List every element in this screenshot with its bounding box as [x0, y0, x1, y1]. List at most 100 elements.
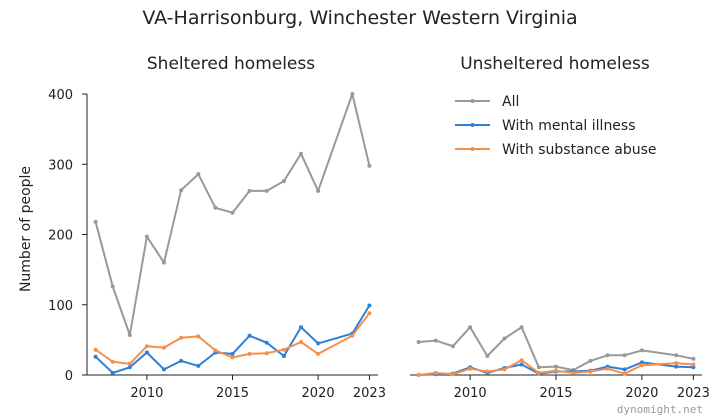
sheltered-point-all-2012	[179, 188, 184, 193]
unsheltered-point-with-substance-abuse-2011	[485, 369, 490, 374]
unsheltered-point-with-substance-abuse-2019	[622, 371, 627, 376]
unsheltered-point-all-2010	[468, 325, 473, 330]
sheltered-point-with-mental-illness-2017	[264, 340, 269, 345]
sheltered-point-with-mental-illness-2008	[110, 370, 115, 375]
unsheltered-x-tick-label-2023: 2023	[677, 386, 710, 401]
unsheltered-point-with-substance-abuse-2008	[433, 370, 438, 375]
sheltered-point-all-2008	[110, 284, 115, 289]
sheltered-x-tick-label-2023: 2023	[353, 386, 386, 401]
unsheltered-point-with-substance-abuse-2014	[536, 370, 541, 375]
unsheltered-line-all	[418, 326, 694, 372]
sheltered-point-with-substance-abuse-2014	[213, 348, 218, 353]
legend-label-substance-abuse: With substance abuse	[502, 142, 657, 158]
sheltered-point-with-mental-illness-2023	[367, 303, 372, 308]
unsheltered-point-with-substance-abuse-2015	[554, 368, 558, 373]
unsheltered-point-all-2012	[502, 336, 507, 341]
sheltered-x-tick-label-2020: 2020	[302, 386, 335, 401]
sheltered-point-all-2015	[230, 210, 235, 215]
sheltered-point-all-2020	[316, 188, 321, 193]
unsheltered-point-with-mental-illness-2019	[622, 367, 627, 372]
unsheltered-point-with-mental-illness-2023	[691, 365, 696, 370]
unsheltered-point-all-2015	[554, 364, 558, 369]
sheltered-point-with-substance-abuse-2016	[247, 351, 252, 356]
sheltered-point-all-2011	[162, 260, 166, 265]
unsheltered-point-all-2018	[605, 353, 610, 358]
sheltered-series-group	[93, 92, 372, 375]
sheltered-point-with-substance-abuse-2019	[299, 340, 303, 344]
sheltered-y-tick-label-200: 200	[48, 229, 73, 244]
sheltered-point-with-substance-abuse-2013	[196, 334, 201, 339]
sheltered-point-with-mental-illness-2016	[247, 333, 252, 338]
sheltered-point-with-mental-illness-2013	[196, 363, 201, 368]
unsheltered-point-with-mental-illness-2013	[519, 362, 524, 367]
sheltered-y-tick-label-100: 100	[48, 299, 73, 314]
legend-item-substance-abuse: With substance abuse	[455, 142, 657, 158]
unsheltered-point-with-substance-abuse-2012	[502, 367, 507, 372]
sheltered-y-tick-label-400: 400	[48, 88, 73, 103]
sheltered-point-with-substance-abuse-2017	[264, 351, 269, 356]
unsheltered-point-with-substance-abuse-2016	[571, 370, 576, 375]
sheltered-point-all-2016	[247, 188, 252, 193]
sheltered-point-with-mental-illness-2009	[127, 365, 132, 370]
sheltered-series-with-substance-abuse	[93, 311, 372, 366]
unsheltered-point-all-2011	[485, 354, 490, 358]
sheltered-point-with-mental-illness-2019	[299, 325, 303, 330]
unsheltered-line-with-substance-abuse	[418, 359, 694, 376]
unsheltered-series-group	[416, 325, 696, 377]
sheltered-point-with-substance-abuse-2011	[162, 345, 166, 350]
sheltered-point-all-2010	[144, 234, 149, 239]
legend-label-all: All	[502, 94, 519, 110]
sheltered-point-with-substance-abuse-2020	[316, 351, 321, 356]
unsheltered-point-with-substance-abuse-2007	[416, 373, 421, 377]
sheltered-point-with-substance-abuse-2007	[93, 347, 98, 352]
sheltered-point-with-mental-illness-2020	[316, 341, 321, 346]
sheltered-point-with-substance-abuse-2009	[127, 361, 132, 366]
sheltered-point-all-2009	[127, 333, 132, 337]
sheltered-panel-title: Sheltered homeless	[147, 54, 315, 74]
sheltered-x-tick-label-2015: 2015	[216, 386, 249, 401]
sheltered-point-all-2023	[367, 163, 372, 168]
sheltered-point-all-2019	[299, 151, 303, 156]
y-axis-label: Number of people	[18, 166, 34, 292]
unsheltered-x-tick-label-2015: 2015	[539, 386, 572, 401]
unsheltered-point-all-2023	[691, 356, 696, 361]
unsheltered-point-all-2007	[416, 340, 421, 344]
sheltered-line-with-mental-illness	[94, 304, 371, 374]
sheltered-point-with-mental-illness-2007	[93, 354, 98, 359]
legend: All With mental illness With substance a…	[455, 94, 657, 158]
sheltered-line-all	[94, 93, 371, 336]
unsheltered-point-with-substance-abuse-2022	[674, 361, 679, 366]
sheltered-point-with-substance-abuse-2018	[281, 347, 286, 352]
unsheltered-point-with-substance-abuse-2018	[605, 366, 610, 371]
unsheltered-point-with-substance-abuse-2017	[588, 369, 593, 374]
sheltered-x-tick-label-2010: 2010	[130, 386, 163, 401]
sheltered-point-all-2018	[281, 179, 286, 184]
unsheltered-point-with-substance-abuse-2009	[450, 372, 455, 377]
legend-item-all: All	[455, 94, 519, 110]
sheltered-series-with-mental-illness	[93, 303, 372, 375]
unsheltered-x-tick-label-2020: 2020	[625, 386, 658, 401]
sheltered-series-all	[93, 92, 372, 337]
sheltered-point-with-substance-abuse-2012	[179, 335, 184, 340]
unsheltered-point-all-2019	[622, 353, 627, 358]
unsheltered-point-with-mental-illness-2022	[674, 364, 679, 369]
sheltered-y-tick-label-0: 0	[65, 369, 73, 384]
unsheltered-point-all-2022	[674, 353, 679, 358]
legend-label-mental-illness: With mental illness	[502, 118, 636, 134]
sheltered-point-with-mental-illness-2015	[230, 351, 235, 356]
unsheltered-point-with-mental-illness-2020	[639, 360, 644, 365]
unsheltered-point-all-2009	[450, 344, 455, 349]
sheltered-point-with-substance-abuse-2015	[230, 355, 235, 360]
figure-title: VA-Harrisonburg, Winchester Western Virg…	[142, 7, 577, 29]
unsheltered-point-with-substance-abuse-2023	[691, 362, 696, 367]
sheltered-point-all-2022	[350, 92, 355, 96]
unsheltered-point-all-2008	[433, 338, 438, 343]
sheltered-point-with-substance-abuse-2022	[350, 333, 355, 338]
credit-watermark: dynomight.net	[617, 403, 703, 416]
sheltered-point-with-mental-illness-2012	[179, 358, 184, 363]
sheltered-point-all-2014	[213, 205, 218, 210]
sheltered-point-with-substance-abuse-2010	[144, 344, 149, 349]
sheltered-point-with-substance-abuse-2008	[110, 359, 115, 364]
sheltered-point-with-mental-illness-2018	[281, 354, 286, 358]
